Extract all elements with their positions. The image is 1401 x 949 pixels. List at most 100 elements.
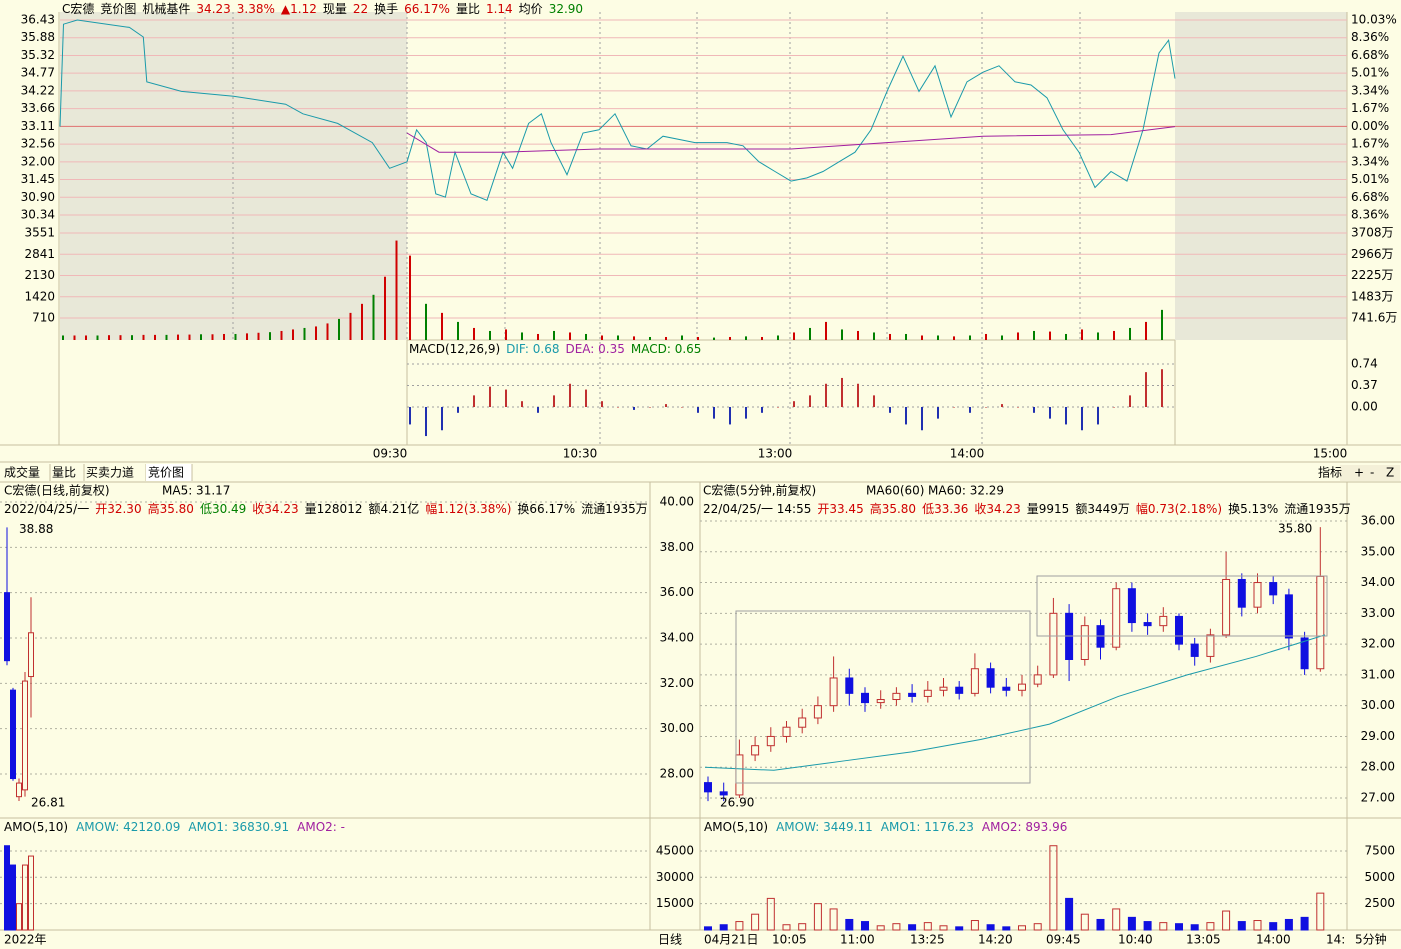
macd-bar	[1001, 404, 1003, 407]
macd-bar	[1129, 395, 1131, 407]
amo-bar	[861, 921, 869, 931]
intraday-info-part: 量9915	[1027, 502, 1070, 516]
volume-bar	[809, 327, 811, 340]
macd-field: MACD(12,26,9)	[409, 342, 500, 356]
volume-tick-label: 741.6万	[1351, 311, 1397, 325]
candle-body	[798, 717, 807, 728]
auction-volume-bar	[372, 294, 375, 340]
amo-bar	[892, 923, 901, 931]
amo-bar	[1175, 923, 1183, 931]
price-tick-label: 34.77	[21, 66, 55, 80]
ma-name: MA60(60)	[866, 484, 924, 498]
amo-tick-label: 30000	[656, 870, 694, 884]
pct-tick-label: 3.34%	[1351, 154, 1389, 168]
macd-bar	[905, 407, 907, 425]
volume-tick-label: 1420	[24, 289, 55, 303]
pct-tick-label: 6.68%	[1351, 48, 1389, 62]
volume-tick-label: 3551	[24, 226, 55, 240]
auction-volume-bar	[131, 335, 133, 340]
top-header-part: 66.17%	[404, 2, 450, 16]
price-tick-label: 33.11	[21, 119, 55, 133]
tab[interactable]: 竞价图	[148, 466, 184, 480]
macd-bar	[969, 407, 971, 413]
macd-bar	[745, 407, 747, 419]
macd-bar	[761, 407, 763, 413]
volume-bar	[761, 336, 763, 340]
period-label: 日线	[658, 933, 682, 947]
time-label: 10:40	[1118, 933, 1153, 947]
volume-bar	[1033, 330, 1035, 340]
candle-body	[16, 782, 22, 798]
volume-bar	[921, 335, 923, 340]
amo-bar	[923, 922, 932, 931]
volume-bar	[729, 336, 731, 340]
tab[interactable]: 买卖力道	[86, 466, 134, 480]
avg-line	[406, 126, 1176, 153]
macd-bar	[1113, 407, 1115, 408]
volume-tick-label: 710	[32, 311, 55, 325]
price-tick-label: 32.56	[21, 137, 55, 151]
macd-bar	[873, 395, 875, 407]
volume-bar	[665, 336, 667, 340]
top-header-part: 换手	[374, 2, 398, 16]
auction-volume-bar	[119, 335, 122, 340]
candle-body	[28, 632, 34, 678]
auction-volume-bar	[142, 334, 145, 340]
volume-bar	[1145, 321, 1147, 340]
amo-bar	[1096, 918, 1105, 931]
daily-info-part: 高35.80	[148, 501, 194, 516]
amo-bar	[829, 908, 838, 931]
tool-button[interactable]: Z	[1386, 466, 1394, 480]
amo-bar	[28, 855, 34, 931]
amo-tick-label: 15000	[656, 896, 694, 910]
volume-bar	[441, 312, 443, 340]
candle-body	[939, 686, 948, 691]
macd-bar	[793, 401, 795, 407]
tool-button[interactable]: 指标	[1318, 465, 1342, 480]
ma-label: MA5: 31.17	[162, 484, 230, 498]
candle-body	[1253, 582, 1262, 608]
macd-bar	[441, 407, 443, 431]
volume-bar	[825, 321, 827, 340]
macd-bar	[537, 407, 539, 413]
intraday-info-part: 高35.80	[870, 501, 916, 516]
macd-bar	[713, 407, 715, 419]
volume-bar	[857, 330, 859, 340]
amo-bar	[16, 903, 22, 931]
tool-button[interactable]: +	[1354, 466, 1364, 480]
price-tick-label: 36.00	[660, 585, 694, 599]
macd-bar	[985, 407, 987, 408]
amo-bar	[1284, 918, 1293, 931]
volume-bar	[953, 336, 955, 340]
after-shade	[1175, 12, 1347, 340]
top-header-part: 34.23	[196, 2, 230, 16]
amo-bar	[986, 924, 995, 931]
volume-bar	[1129, 327, 1131, 340]
macd-bar	[697, 407, 699, 413]
amo-bar	[1237, 921, 1246, 931]
volume-bar	[681, 335, 683, 340]
intraday-info-part: 低33.36	[922, 502, 968, 516]
tab[interactable]: 成交量	[4, 465, 40, 480]
auction-volume-bar	[73, 335, 76, 340]
intraday-title: C宏德(5分钟,前复权)	[703, 483, 816, 498]
macd-bar	[1065, 407, 1067, 425]
amo-bar	[1033, 923, 1042, 931]
amo-bar	[1112, 908, 1121, 931]
macd-bar	[585, 389, 587, 407]
macd-bar	[841, 377, 843, 407]
volume-bar	[793, 332, 795, 340]
period-label: 5分钟	[1355, 932, 1387, 947]
daily-info-part: 换66.17%	[517, 502, 575, 516]
amo-bar	[1159, 922, 1168, 931]
price-tick-label: 30.34	[21, 208, 55, 222]
low-label: 26.81	[31, 795, 65, 809]
price-tick-label: 28.00	[660, 767, 694, 781]
tab[interactable]: 量比	[52, 466, 76, 480]
amo-field: AMO1: 36830.91	[188, 820, 289, 834]
candle-body	[1159, 615, 1168, 627]
amo-bar	[4, 845, 10, 931]
amo-bar	[1206, 922, 1215, 931]
macd-bar	[601, 401, 603, 407]
tool-button[interactable]: -	[1370, 466, 1374, 480]
